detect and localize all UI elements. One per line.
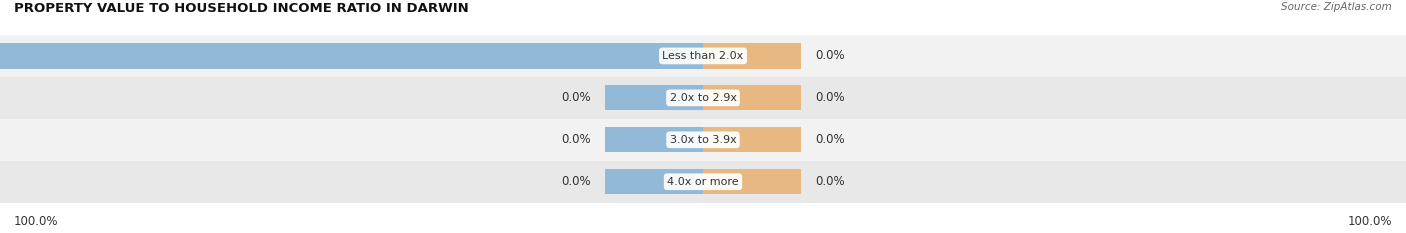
Bar [703,43,801,69]
Bar [703,85,801,110]
Bar [0,35,1406,77]
Text: 0.0%: 0.0% [561,175,591,188]
Bar [605,127,703,152]
Text: 0.0%: 0.0% [815,91,845,104]
Text: 4.0x or more: 4.0x or more [668,177,738,187]
Text: 3.0x to 3.9x: 3.0x to 3.9x [669,135,737,145]
Bar [703,169,801,194]
Text: 0.0%: 0.0% [815,49,845,62]
Text: 0.0%: 0.0% [815,133,845,146]
Bar [605,169,703,194]
Text: 2.0x to 2.9x: 2.0x to 2.9x [669,93,737,103]
Bar [0,43,703,69]
Text: 0.0%: 0.0% [815,175,845,188]
Text: 0.0%: 0.0% [561,91,591,104]
Bar [703,127,801,152]
Bar [0,77,1406,119]
Bar [0,161,1406,203]
Text: Less than 2.0x: Less than 2.0x [662,51,744,61]
Text: PROPERTY VALUE TO HOUSEHOLD INCOME RATIO IN DARWIN: PROPERTY VALUE TO HOUSEHOLD INCOME RATIO… [14,2,468,15]
Text: 0.0%: 0.0% [561,133,591,146]
Text: 100.0%: 100.0% [14,215,59,228]
Bar [605,85,703,110]
Text: 100.0%: 100.0% [1347,215,1392,228]
Text: Source: ZipAtlas.com: Source: ZipAtlas.com [1281,2,1392,12]
Bar [0,119,1406,161]
